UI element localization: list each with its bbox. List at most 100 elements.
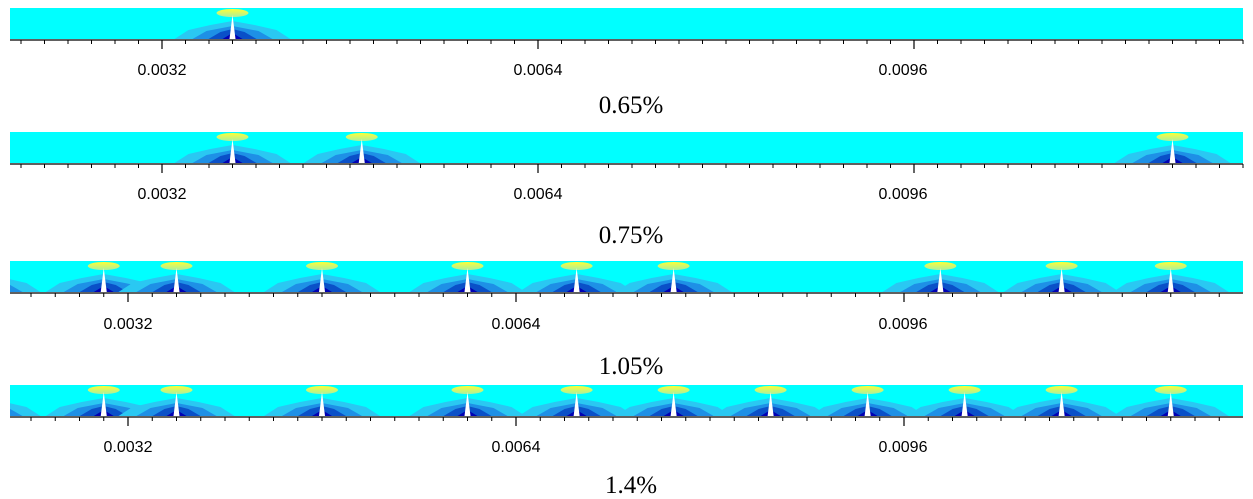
crack-line: [319, 392, 325, 416]
crack-4: [264, 262, 380, 292]
tick-label-0.0032: 0.0032: [104, 316, 153, 333]
damage-zone-core: [0, 406, 7, 416]
stress-hotspot: [657, 262, 690, 270]
crack-3: [118, 262, 235, 292]
stress-hotspot: [87, 262, 120, 270]
stress-hotspot: [160, 262, 193, 270]
crack-line: [229, 15, 236, 39]
crack-line: [1058, 268, 1065, 292]
tick-label-0.0064: 0.0064: [514, 186, 563, 203]
crack-line: [464, 268, 471, 292]
stress-hotspot: [345, 133, 378, 141]
crack-line: [1167, 268, 1174, 292]
crack-line: [229, 139, 236, 163]
panel-1.05: 0.0032 0.0064 0.0096 1.05%: [0, 261, 1243, 380]
crack-7: [615, 386, 732, 416]
tick-label-0.0064: 0.0064: [492, 439, 541, 456]
crack-10: [1112, 262, 1229, 292]
crack-group: [0, 386, 1229, 416]
axis: [10, 416, 1243, 426]
stress-hotspot: [1154, 386, 1187, 394]
crack-3: [118, 386, 235, 416]
stress-hotspot: [160, 386, 193, 394]
crack-line: [573, 268, 580, 292]
stress-hotspot: [1045, 262, 1078, 270]
tick-label-0.0032: 0.0032: [104, 439, 153, 456]
crack-line: [358, 139, 365, 163]
crack-line: [961, 392, 968, 416]
crack-12: [1112, 386, 1229, 416]
stress-hotspot: [560, 386, 593, 394]
stress-hotspot: [754, 386, 787, 394]
stress-hotspot: [560, 262, 593, 270]
stress-hotspot: [657, 386, 690, 394]
crack-9: [809, 386, 926, 416]
damage-zone-core: [0, 282, 7, 292]
crack-group: [0, 262, 1229, 292]
stress-hotspot: [1154, 262, 1187, 270]
crack-11: [1003, 386, 1120, 416]
tick-label-0.0032: 0.0032: [138, 62, 187, 79]
panel-caption: 1.4%: [605, 472, 657, 499]
crack-line: [173, 268, 180, 292]
crack-line: [670, 268, 677, 292]
stress-hotspot: [451, 386, 484, 394]
crack-line: [464, 392, 471, 416]
panel-caption: 0.65%: [599, 92, 664, 119]
crack-line: [767, 392, 774, 416]
crack-1: [0, 279, 41, 292]
panel-0.65: 0.0032 0.0064 0.0096 0.65%: [10, 8, 1244, 119]
crack-9: [1003, 262, 1120, 292]
stress-hotspot: [1156, 133, 1189, 141]
panel-caption: 0.75%: [599, 222, 664, 249]
crack-line: [1058, 392, 1065, 416]
stress-hotspot: [306, 386, 338, 394]
crack-6: [518, 262, 635, 292]
crack-group: [174, 133, 1231, 163]
tick-label-0.0064: 0.0064: [514, 62, 563, 79]
crack-line: [573, 392, 580, 416]
tick-label-0.0032: 0.0032: [138, 186, 187, 203]
stress-hotspot: [216, 133, 249, 141]
damage-zone-mid: [10, 284, 23, 292]
tick-label-0.0096: 0.0096: [879, 439, 928, 456]
crack-line: [173, 392, 180, 416]
crack-3: [1114, 133, 1231, 163]
crack-8: [882, 262, 999, 292]
panel-caption: 1.05%: [599, 353, 664, 380]
stress-hotspot: [1045, 386, 1078, 394]
crack-line: [100, 392, 107, 416]
stress-hotspot: [924, 262, 957, 270]
crack-7: [615, 262, 732, 292]
crack-5: [409, 262, 526, 292]
tick-label-0.0064: 0.0064: [492, 316, 541, 333]
crack-6: [518, 386, 635, 416]
axis: [10, 39, 1244, 49]
crack-line: [937, 268, 944, 292]
crack-group: [174, 9, 291, 39]
crack-10: [906, 386, 1023, 416]
crack-8: [712, 386, 829, 416]
stress-hotspot: [451, 262, 484, 270]
crack-2: [303, 133, 420, 163]
crack-1: [174, 133, 291, 163]
crack-1: [174, 9, 291, 39]
stress-hotspot: [851, 386, 884, 394]
crack-line: [864, 392, 871, 416]
damage-zone-mid: [10, 408, 23, 416]
tick-label-0.0096: 0.0096: [879, 316, 928, 333]
stress-hotspot: [216, 9, 249, 17]
crack-line: [1169, 139, 1176, 163]
crack-line: [670, 392, 677, 416]
stress-hotspot: [948, 386, 981, 394]
crack-line: [319, 268, 325, 292]
crack-5: [409, 386, 526, 416]
axis: [10, 292, 1243, 302]
panel-0.75: 0.0032 0.0064 0.0096 0.75%: [10, 132, 1244, 249]
stress-hotspot: [87, 386, 120, 394]
axis: [10, 163, 1244, 173]
crack-4: [264, 386, 380, 416]
damage-zone-outer: [10, 403, 41, 416]
damage-zone-outer: [10, 279, 41, 292]
